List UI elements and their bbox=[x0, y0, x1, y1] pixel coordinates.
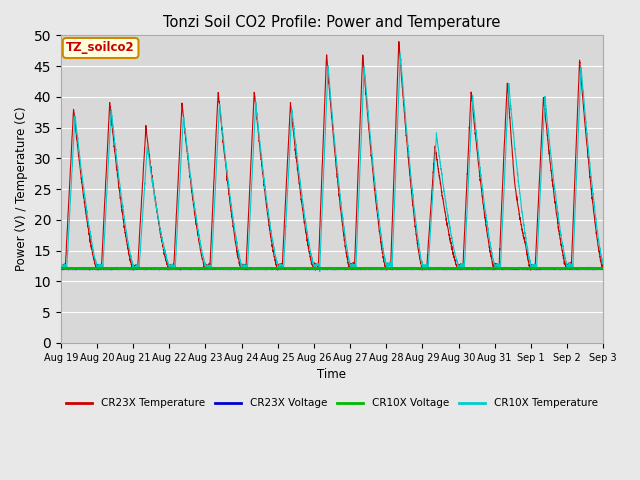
Legend: CR23X Temperature, CR23X Voltage, CR10X Voltage, CR10X Temperature: CR23X Temperature, CR23X Voltage, CR10X … bbox=[62, 394, 602, 412]
Title: Tonzi Soil CO2 Profile: Power and Temperature: Tonzi Soil CO2 Profile: Power and Temper… bbox=[163, 15, 500, 30]
Y-axis label: Power (V) / Temperature (C): Power (V) / Temperature (C) bbox=[15, 107, 28, 271]
Text: TZ_soilco2: TZ_soilco2 bbox=[67, 41, 135, 55]
X-axis label: Time: Time bbox=[317, 368, 346, 381]
